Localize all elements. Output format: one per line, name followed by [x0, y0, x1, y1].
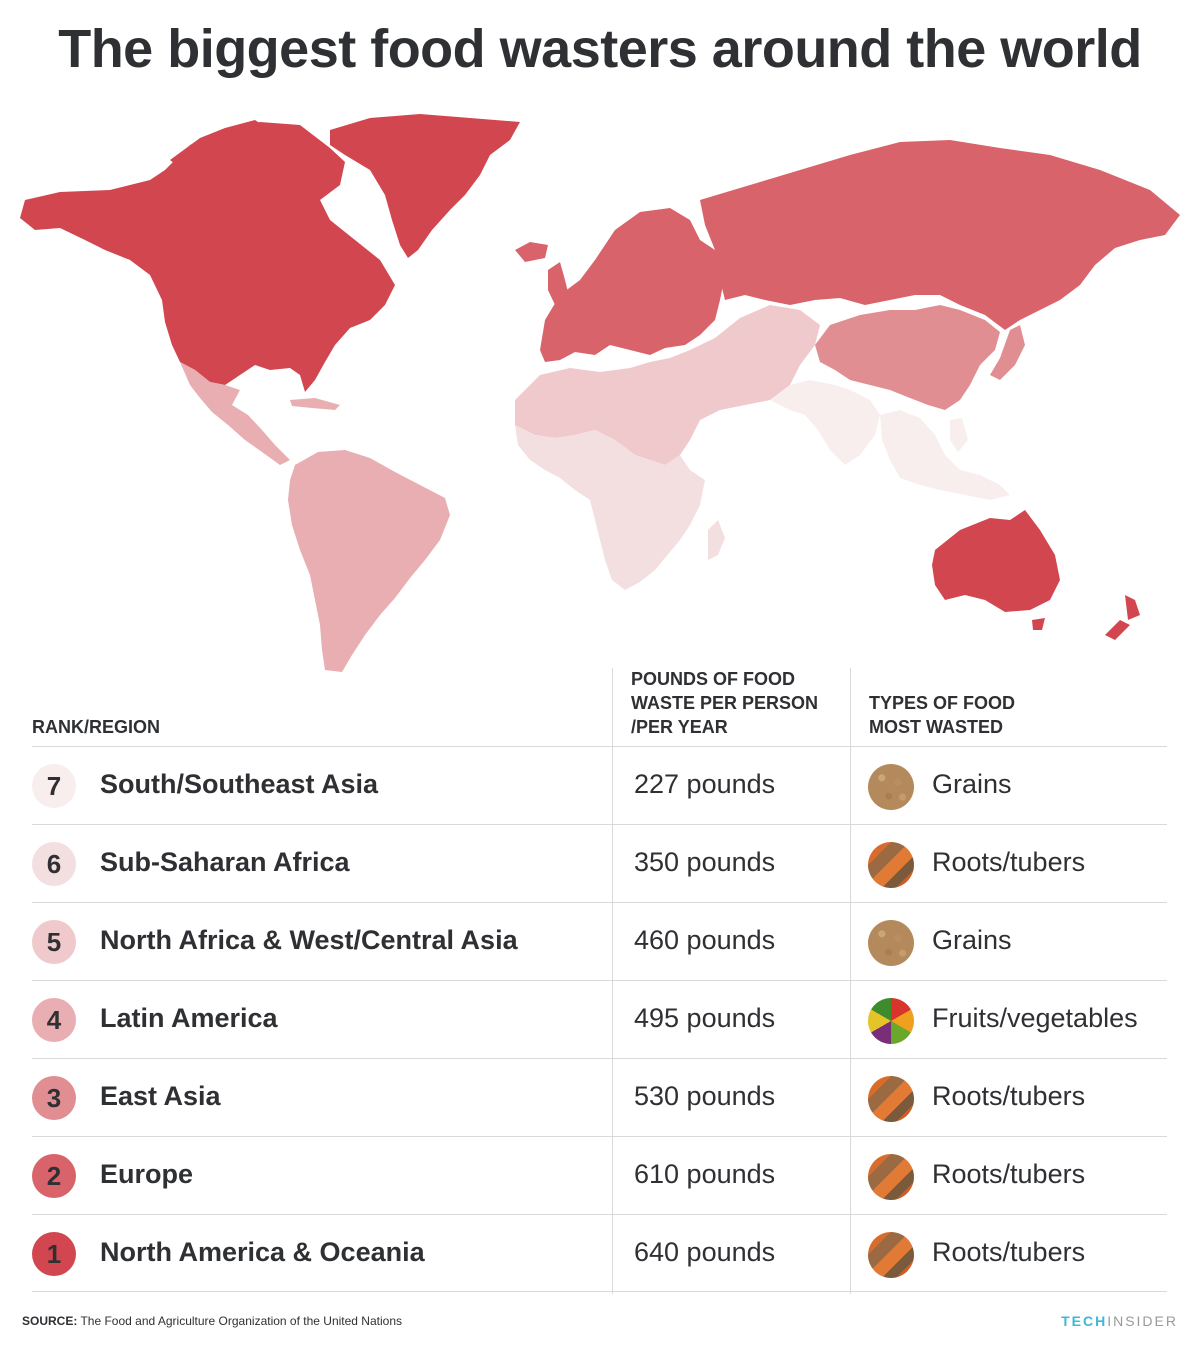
grains-icon	[868, 764, 914, 810]
table-row: 3 East Asia 530 pounds Roots/tubers	[32, 1058, 1167, 1136]
region-name: North America & Oceania	[100, 1237, 425, 1267]
rank-badge: 6	[32, 842, 76, 886]
table-row: 4 Latin America 495 pounds Fruits/vegeta…	[32, 980, 1167, 1058]
world-map	[20, 114, 1180, 672]
logo-tech: TECH	[1061, 1313, 1108, 1329]
ranking-table: 7 South/Southeast Asia 227 pounds Grains…	[32, 746, 1167, 1292]
food-type: Roots/tubers	[932, 1237, 1086, 1267]
header-pounds-line1: POUNDS OF FOOD	[631, 669, 796, 689]
region-europe	[540, 208, 725, 362]
source-label: SOURCE:	[22, 1314, 78, 1328]
region-north-africa-west-central-asia	[515, 305, 820, 465]
region-sub-saharan-africa	[515, 425, 705, 590]
pounds-value: 610 pounds	[634, 1159, 776, 1189]
region-name: Sub-Saharan Africa	[100, 847, 350, 877]
source-text: The Food and Agriculture Organization of…	[80, 1314, 402, 1328]
column-divider	[612, 668, 613, 1294]
region-arctic-islands	[170, 120, 270, 172]
region-name: North Africa & West/Central Asia	[100, 925, 518, 955]
header-pounds-line3: /PER YEAR	[631, 717, 728, 737]
food-type: Grains	[932, 769, 1012, 799]
region-southeast-asia	[880, 410, 1010, 500]
header-types-line1: TYPES OF FOOD	[869, 693, 1016, 713]
pounds-value: 530 pounds	[634, 1081, 776, 1111]
header-types: TYPES OF FOOD MOST WASTED	[869, 691, 1015, 739]
roots-tubers-icon	[868, 1076, 914, 1122]
rank-badge: 5	[32, 920, 76, 964]
tech-insider-logo: TECHINSIDER	[1061, 1313, 1178, 1329]
roots-tubers-icon	[868, 842, 914, 888]
pounds-value: 350 pounds	[634, 847, 776, 877]
header-pounds-line2: WASTE PER PERSON	[631, 693, 819, 713]
food-type: Grains	[932, 925, 1012, 955]
column-divider	[850, 668, 851, 1294]
food-type: Roots/tubers	[932, 1159, 1086, 1189]
rank-badge: 2	[32, 1154, 76, 1198]
region-new-zealand	[1105, 595, 1140, 640]
region-south-southeast-asia	[770, 380, 880, 465]
grains-icon	[868, 920, 914, 966]
roots-tubers-icon	[868, 1154, 914, 1200]
region-central-america	[180, 362, 290, 465]
pounds-value: 227 pounds	[634, 769, 776, 799]
table-row: 1 North America & Oceania 640 pounds Roo…	[32, 1214, 1167, 1292]
food-type: Fruits/vegetables	[932, 1003, 1138, 1033]
header-rank-region: RANK/REGION	[32, 717, 161, 737]
region-greenland	[330, 114, 520, 258]
region-name: Latin America	[100, 1003, 278, 1033]
header-types-line2: MOST WASTED	[869, 717, 1003, 737]
food-type: Roots/tubers	[932, 1081, 1086, 1111]
region-japan	[990, 325, 1025, 380]
logo-insider: INSIDER	[1107, 1313, 1178, 1329]
fruits-vegetables-icon	[868, 998, 914, 1044]
region-name: South/Southeast Asia	[100, 769, 379, 799]
pounds-value: 640 pounds	[634, 1237, 776, 1267]
page-title: The biggest food wasters around the worl…	[58, 19, 1142, 79]
region-north-america	[20, 122, 395, 392]
region-south-america	[288, 450, 450, 672]
region-uk	[548, 262, 570, 305]
table-row: 7 South/Southeast Asia 227 pounds Grains	[32, 746, 1167, 824]
rank-badge: 7	[32, 764, 76, 808]
region-russia	[700, 140, 1180, 330]
table-row: 6 Sub-Saharan Africa 350 pounds Roots/tu…	[32, 824, 1167, 902]
region-name: Europe	[100, 1159, 194, 1189]
region-madagascar	[708, 520, 725, 560]
region-philippines	[950, 418, 968, 452]
table-row: 2 Europe 610 pounds Roots/tubers	[32, 1136, 1167, 1214]
pounds-value: 460 pounds	[634, 925, 776, 955]
source-note: SOURCE: The Food and Agriculture Organiz…	[22, 1314, 402, 1328]
rank-badge: 4	[32, 998, 76, 1042]
region-name: East Asia	[100, 1081, 221, 1111]
region-east-asia	[815, 305, 1000, 410]
pounds-value: 495 pounds	[634, 1003, 776, 1033]
rank-badge: 1	[32, 1232, 76, 1276]
table-row: 5 North Africa & West/Central Asia 460 p…	[32, 902, 1167, 980]
header-pounds: POUNDS OF FOOD WASTE PER PERSON /PER YEA…	[631, 667, 818, 739]
region-caribbean	[290, 398, 340, 410]
food-type: Roots/tubers	[932, 847, 1086, 877]
rank-badge: 3	[32, 1076, 76, 1120]
region-iceland	[515, 242, 548, 262]
region-australia	[932, 510, 1060, 612]
roots-tubers-icon	[868, 1232, 914, 1278]
region-tasmania	[1032, 618, 1045, 630]
